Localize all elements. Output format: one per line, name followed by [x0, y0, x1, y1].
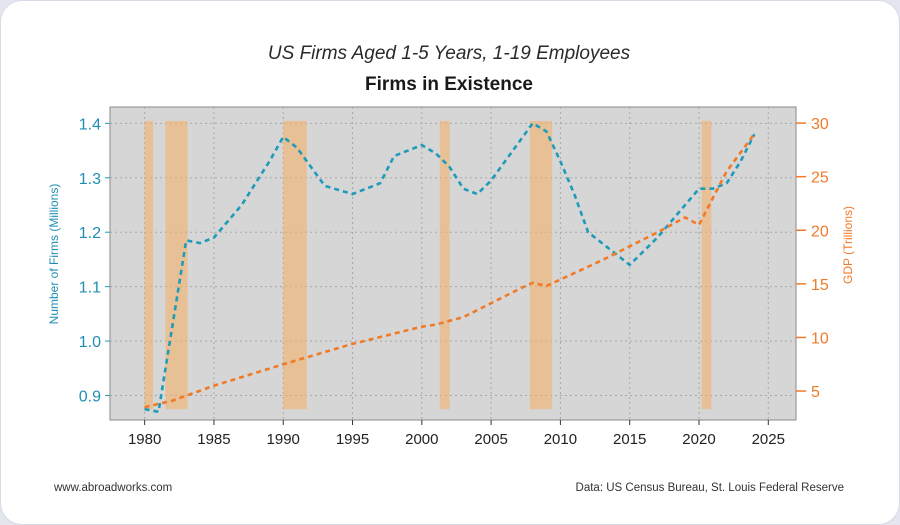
gdp-series-line — [144, 133, 756, 409]
y-tick-label: 1.1 — [79, 280, 101, 297]
y2-axis-label: GDP (Trillions) — [841, 206, 855, 284]
y-tick-label: 0.9 — [79, 389, 101, 406]
x-tick-label: 1980 — [128, 431, 161, 448]
x-tick-label: 1995 — [336, 431, 369, 448]
y2-tick-label: 5 — [811, 384, 820, 401]
y2-tick-label: 10 — [811, 330, 829, 347]
y2-tick-label: 30 — [811, 116, 829, 133]
x-tick-label: 2010 — [544, 431, 577, 448]
recession-band — [144, 120, 153, 410]
x-tick-label: 2025 — [752, 431, 785, 448]
recession-bands — [144, 120, 712, 410]
chart-subtitle: Firms in Existence — [365, 74, 533, 95]
recession-band — [283, 120, 307, 410]
recession-band — [439, 120, 450, 410]
plot-area — [109, 106, 797, 421]
axes: 1980 1985 1990 1995 2000 2005 2010 2015 2020 2025… — [79, 116, 829, 448]
recession-band — [165, 120, 188, 410]
recession-band — [529, 120, 553, 410]
x-tick-label: 2000 — [405, 431, 438, 448]
y-tick-label: 1.3 — [79, 171, 101, 188]
y-tick-label: 1.0 — [79, 334, 101, 351]
firms-series-line — [144, 122, 756, 414]
footer-website: www.abroadworks.com — [54, 482, 173, 494]
y-tick-label: 1.4 — [79, 116, 101, 133]
x-tick-label: 2020 — [682, 431, 715, 448]
recession-band — [701, 120, 712, 410]
y-tick-label: 1.2 — [79, 225, 101, 242]
x-tick-label: 1990 — [267, 431, 300, 448]
x-tick-label: 1985 — [197, 431, 230, 448]
x-tick-label: 2015 — [613, 431, 646, 448]
y-axis-label: Number of Firms (Millions) — [47, 184, 61, 325]
footer-source: Data: US Census Bureau, St. Louis Federa… — [575, 482, 844, 494]
y2-tick-label: 20 — [811, 223, 829, 240]
y2-tick-label: 25 — [811, 170, 829, 187]
series-lines — [144, 122, 756, 414]
x-tick-label: 2005 — [474, 431, 507, 448]
y2-tick-label: 15 — [811, 277, 829, 294]
chart-title: US Firms Aged 1-5 Years, 1-19 Employees — [267, 43, 631, 64]
